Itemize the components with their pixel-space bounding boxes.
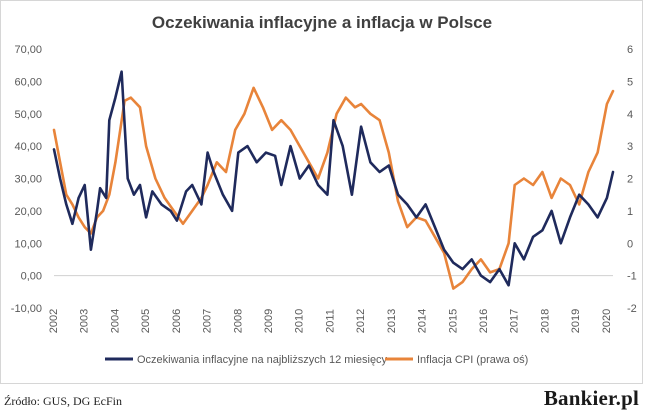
chart-title: Oczekiwania inflacyjne a inflacja w Pols…	[152, 13, 492, 32]
legend-label-expectations: Oczekiwania inflacyjne na najbliższych 1…	[137, 354, 388, 366]
x-tick-label: 2020	[601, 309, 613, 333]
x-tick-label: 2009	[263, 309, 275, 333]
right-tick-label: 1	[627, 206, 633, 218]
x-tick-label: 2018	[539, 309, 551, 333]
series-line-cpi	[52, 86, 615, 290]
x-tick-label: 2013	[386, 309, 398, 333]
legend: Oczekiwania inflacyjne na najbliższych 1…	[105, 354, 528, 366]
left-tick-label: 70,00	[14, 44, 42, 56]
right-tick-label: 5	[627, 76, 633, 88]
right-tick-label: 6	[627, 44, 633, 56]
right-tick-label: 2	[627, 174, 633, 186]
left-tick-label: 40,00	[14, 141, 42, 153]
x-tick-label: 2010	[294, 309, 306, 333]
left-tick-label: 0,00	[21, 271, 42, 283]
x-tick-label: 2008	[232, 309, 244, 333]
right-tick-label: 4	[627, 109, 633, 121]
x-tick-label: 2011	[324, 309, 336, 333]
bankier-logo: Bankier.pl	[543, 386, 639, 410]
right-tick-label: -2	[627, 303, 637, 315]
right-axis-ticks: 6 5 4 3 2 1 0 -1 -2	[627, 44, 637, 315]
left-tick-label: 60,00	[14, 76, 42, 88]
x-tick-label: 2006	[171, 309, 183, 333]
left-tick-label: 20,00	[14, 206, 42, 218]
left-tick-label: -10,00	[11, 303, 42, 315]
left-tick-label: 50,00	[14, 109, 42, 121]
x-tick-label: 2012	[355, 309, 367, 333]
x-tick-label: 2014	[417, 309, 429, 333]
right-tick-label: 0	[627, 238, 633, 250]
source-note: Źródło: GUS, DG EcFin	[4, 394, 122, 408]
right-tick-label: 3	[627, 141, 633, 153]
x-tick-label: 2015	[447, 309, 459, 333]
x-tick-label: 2003	[79, 309, 91, 333]
left-axis-ticks: 70,00 60,00 50,00 40,00 30,00 20,00 10,00 0,00 -…	[11, 44, 42, 315]
x-tick-label: 2004	[109, 309, 121, 333]
chart-frame: Oczekiwania inflacyjne a inflacja w Pols…	[0, 0, 643, 384]
line-chart: Oczekiwania inflacyjne a inflacja w Pols…	[11, 13, 637, 366]
right-tick-label: -1	[627, 271, 637, 283]
x-tick-label: 2007	[202, 309, 214, 333]
x-tick-label: 2005	[140, 309, 152, 333]
left-tick-label: 30,00	[14, 174, 42, 186]
series-line-expectations	[52, 70, 615, 287]
left-tick-label: 10,00	[14, 238, 42, 250]
x-tick-label: 2017	[509, 309, 521, 333]
x-tick-label: 2002	[48, 309, 60, 333]
x-tick-label: 2016	[478, 309, 490, 333]
x-axis-ticks: 2002 2003 2004 2005 2006 2007 2008 2009 2010 2011…	[48, 309, 613, 333]
legend-label-cpi: Inflacja CPI (prawa oś)	[417, 354, 528, 366]
series-layer	[52, 70, 615, 290]
x-tick-label: 2019	[570, 309, 582, 333]
